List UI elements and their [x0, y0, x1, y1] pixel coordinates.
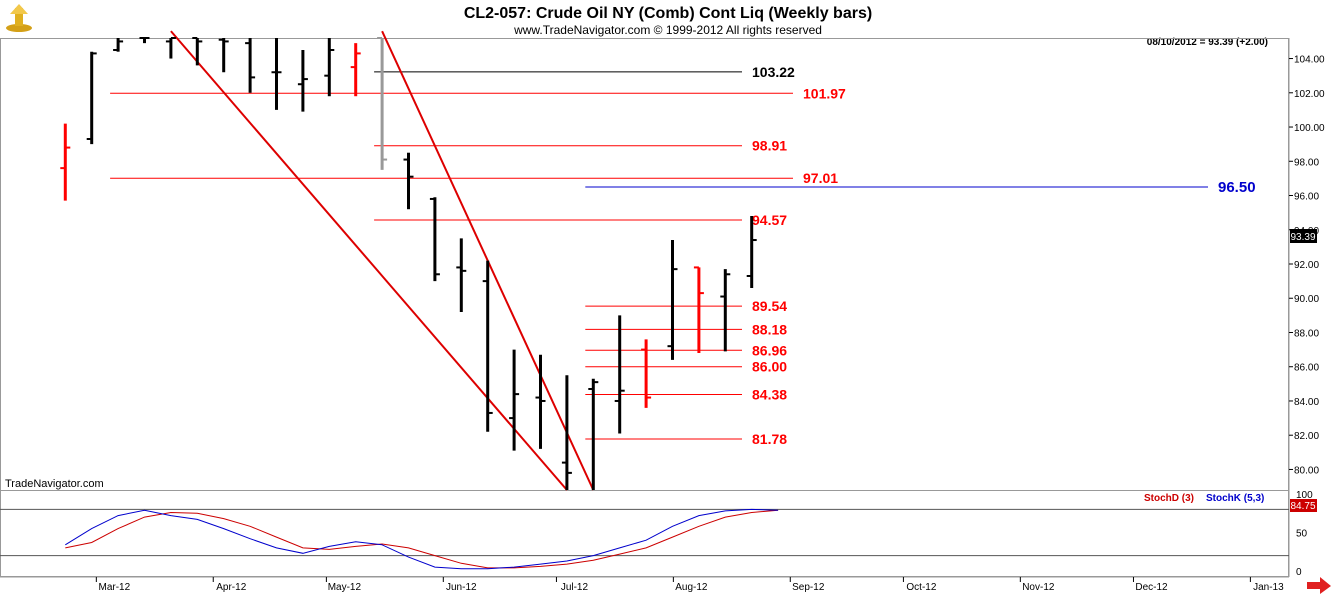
price-tick-label: 86.00 [1294, 363, 1319, 374]
chart-title: CL2-057: Crude Oil NY (Comb) Cont Liq (W… [464, 5, 872, 22]
stoch-last-label: 84.75 [1290, 501, 1315, 512]
price-tick-label: 80.00 [1294, 465, 1319, 476]
ohlc-bar [720, 269, 731, 352]
price-tick-label: 100.00 [1294, 123, 1325, 134]
time-tick-label: Jun-12 [446, 582, 477, 593]
chart-subtitle: www.TradeNavigator.com © 1999-2012 All r… [513, 23, 822, 37]
trade-navigator-logo-icon [6, 4, 32, 32]
ohlc-bar [324, 38, 335, 97]
time-tick-label: Jan-13 [1253, 582, 1284, 593]
price-tick-label: 90.00 [1294, 294, 1319, 305]
watermark: TradeNavigator.com [5, 478, 104, 490]
price-tick-label: 92.00 [1294, 260, 1319, 271]
ohlc-bar [297, 49, 308, 112]
last-price-marker [1290, 229, 1317, 243]
ohlc-bars [60, 37, 757, 490]
level-label: 97.01 [803, 170, 838, 186]
stoch-d-line [65, 509, 779, 569]
stoch-tick-label: 0 [1296, 567, 1302, 578]
stoch-d-legend: StochD (3) [1144, 493, 1194, 504]
stoch-tick-label: 50 [1296, 529, 1308, 540]
stochastic-indicator: 100 50 0 [0, 490, 1313, 578]
level-label: 96.50 [1218, 179, 1256, 196]
ohlc-bar [588, 378, 599, 490]
ohlc-bar [535, 354, 546, 449]
time-tick-label: Apr-12 [216, 582, 246, 593]
stoch-last-marker [1290, 499, 1317, 512]
ohlc-bar [218, 38, 229, 73]
ohlc-bar [350, 43, 361, 97]
ohlc-bar [377, 37, 388, 170]
ohlc-bar [271, 38, 282, 110]
level-label: 94.57 [752, 212, 787, 228]
ohlc-bar [561, 375, 572, 490]
ohlc-bar [139, 37, 150, 44]
ohlc-bar [456, 238, 467, 312]
level-label: 86.96 [752, 342, 787, 358]
ohlc-bar [641, 339, 652, 408]
scroll-right-arrow-icon[interactable] [1307, 577, 1331, 594]
level-label: 103.22 [752, 64, 795, 80]
price-tick-label: 96.00 [1294, 192, 1319, 203]
time-tick-label: Nov-12 [1022, 582, 1055, 593]
ohlc-bar [192, 37, 203, 66]
ohlc-bar [746, 216, 757, 288]
level-label: 86.00 [752, 359, 787, 375]
ohlc-bar [693, 266, 704, 354]
price-note: 08/10/2012 = 93.39 (+2.00) [1147, 37, 1268, 48]
price-tick-label: 82.00 [1294, 431, 1319, 442]
ohlc-bar [86, 51, 97, 145]
price-tick-label: 84.00 [1294, 397, 1319, 408]
ohlc-bar [403, 152, 414, 210]
last-price-label: 93.39 [1290, 232, 1315, 243]
time-tick-label: Mar-12 [98, 582, 130, 593]
ohlc-bar [509, 349, 520, 451]
ohlc-bar [614, 315, 625, 434]
level-label: 101.97 [803, 85, 846, 101]
stoch-tick-label: 100 [1296, 490, 1313, 501]
level-label: 98.91 [752, 138, 787, 154]
stoch-k-legend: StochK (5,3) [1206, 493, 1264, 504]
time-tick-label: Sep-12 [792, 582, 825, 593]
level-label: 81.78 [752, 431, 787, 447]
ohlc-bar [667, 240, 678, 360]
time-axis: Mar-12 Apr-12 May-12 Jun-12 Jul-12 Aug-12 Sep-… [0, 576, 1289, 593]
level-label: 89.54 [752, 298, 787, 314]
ohlc-bar [245, 38, 256, 93]
ohlc-bar [429, 197, 440, 282]
level-label: 84.38 [752, 386, 787, 402]
time-tick-label: Dec-12 [1135, 582, 1168, 593]
ohlc-bar [60, 123, 71, 201]
ohlc-bar [165, 37, 176, 59]
ohlc-bar [482, 260, 493, 432]
ohlc-bar [113, 38, 124, 52]
price-tick-label: 104.00 [1294, 55, 1325, 66]
time-tick-label: Aug-12 [675, 582, 708, 593]
price-tick-label: 88.00 [1294, 328, 1319, 339]
time-tick-label: May-12 [328, 582, 362, 593]
level-label: 88.18 [752, 321, 787, 337]
time-tick-label: Jul-12 [561, 582, 589, 593]
price-tick-label: 98.00 [1294, 157, 1319, 168]
trendline [170, 30, 568, 491]
stoch-k-line [65, 508, 779, 570]
time-tick-label: Oct-12 [906, 582, 936, 593]
price-tick-label: 102.00 [1294, 89, 1325, 100]
